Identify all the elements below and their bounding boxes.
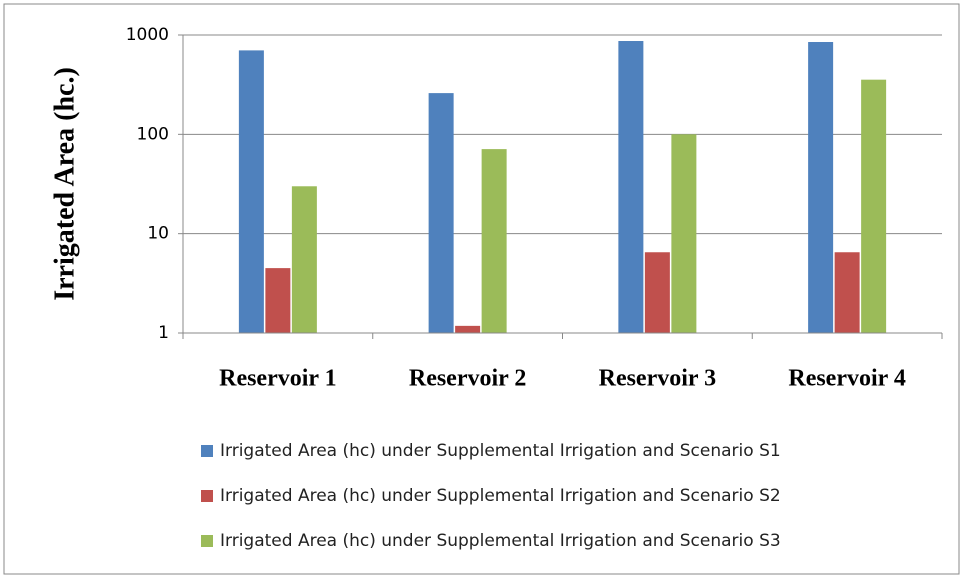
bar	[861, 79, 887, 334]
legend-label: Irrigated Area (hc) under Supplemental I…	[220, 486, 781, 506]
legend-swatch	[201, 535, 213, 547]
legend-swatch	[201, 445, 213, 457]
x-tick-label: Reservoir 4	[788, 366, 906, 392]
bar	[481, 149, 507, 333]
bar	[455, 325, 481, 333]
chart-border	[3, 3, 960, 575]
bar	[671, 134, 697, 333]
y-tick-label: 100	[137, 124, 169, 144]
bar	[291, 186, 317, 333]
y-tick-label: 10	[147, 224, 169, 244]
legend-label: Irrigated Area (hc) under Supplemental I…	[220, 531, 781, 551]
bar	[808, 42, 834, 334]
legend-label: Irrigated Area (hc) under Supplemental I…	[220, 441, 781, 461]
bar	[644, 252, 670, 333]
bar	[428, 93, 454, 334]
y-axis-label: Irrigated Area (hc.)	[49, 67, 80, 301]
bar	[834, 252, 860, 333]
x-tick-label: Reservoir 1	[219, 366, 337, 392]
bar	[238, 50, 264, 333]
y-tick-label: 1	[158, 323, 169, 343]
bar	[265, 268, 291, 333]
legend-swatch	[201, 490, 213, 502]
x-tick-label: Reservoir 3	[599, 366, 717, 392]
x-tick-label: Reservoir 2	[409, 366, 527, 392]
y-tick-label: 1000	[126, 25, 169, 45]
bar	[618, 41, 644, 334]
